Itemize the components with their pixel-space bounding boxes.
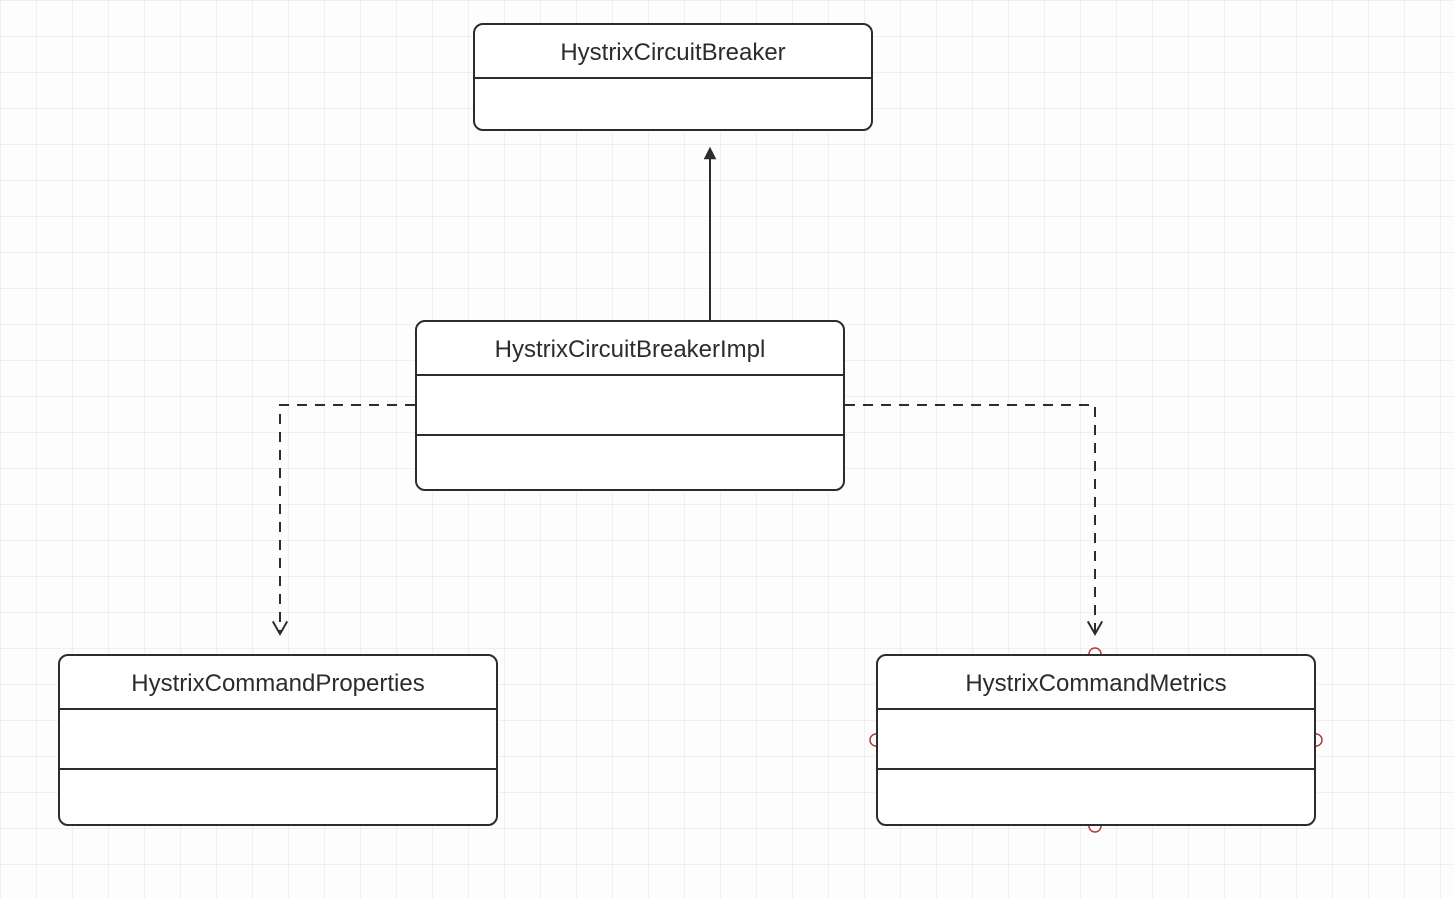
uml-node-hystrix-circuit-breaker-impl[interactable]: HystrixCircuitBreakerImpl <box>415 320 845 491</box>
uml-compartment-separator <box>878 768 1314 770</box>
uml-node-hystrix-command-metrics[interactable]: HystrixCommandMetrics <box>876 654 1316 826</box>
uml-node-title: HystrixCircuitBreakerImpl <box>417 322 843 376</box>
uml-node-hystrix-command-properties[interactable]: HystrixCommandProperties <box>58 654 498 826</box>
edge-mid-to-left[interactable] <box>280 405 415 634</box>
edge-mid-to-right[interactable] <box>845 405 1095 634</box>
uml-node-title: HystrixCircuitBreaker <box>475 25 871 79</box>
uml-compartment-separator <box>417 434 843 436</box>
uml-node-hystrix-circuit-breaker[interactable]: HystrixCircuitBreaker <box>473 23 873 131</box>
uml-node-title: HystrixCommandProperties <box>60 656 496 710</box>
uml-node-title: HystrixCommandMetrics <box>878 656 1314 710</box>
uml-compartment-separator <box>60 768 496 770</box>
